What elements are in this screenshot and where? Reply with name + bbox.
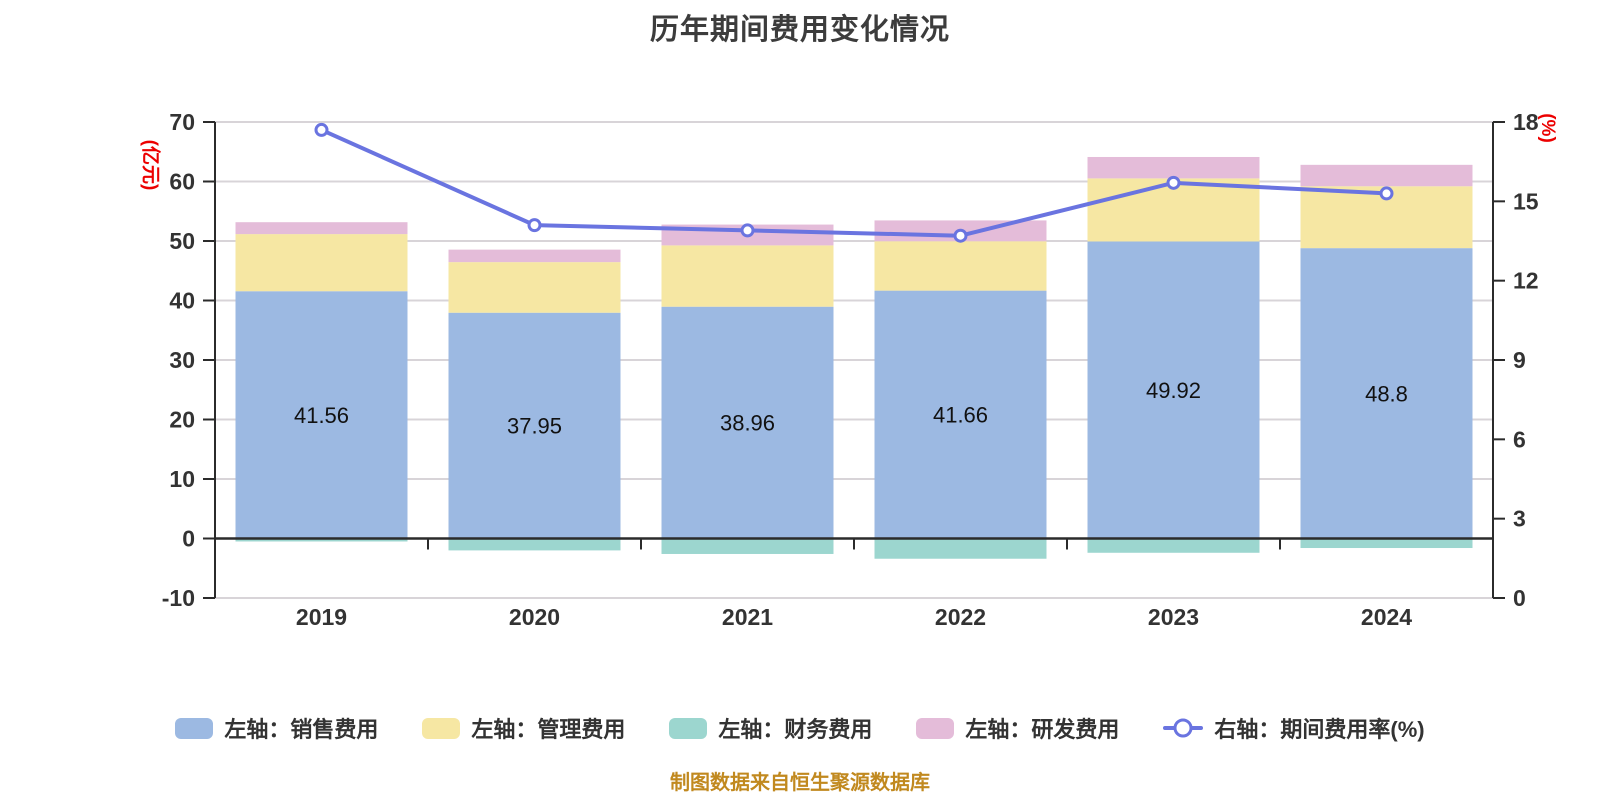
bar-segment-sales[interactable] <box>661 306 834 539</box>
bar-segment-finance[interactable] <box>448 538 621 551</box>
left-axis-tick-label: 10 <box>169 466 195 492</box>
chart-title: 历年期间费用变化情况 <box>649 14 950 46</box>
bar-segment-rd[interactable] <box>1087 156 1260 179</box>
right-axis-tick-label: 0 <box>1513 585 1526 611</box>
legend-label: 左轴：管理费用 <box>471 717 626 742</box>
right-axis-tick-label: 3 <box>1513 506 1526 532</box>
bar-segment-rd[interactable] <box>448 249 621 263</box>
bar-segment-admin[interactable] <box>661 245 834 307</box>
bar-segment-sales[interactable] <box>874 290 1047 539</box>
bar-segment-sales[interactable] <box>235 291 408 539</box>
legend-item-rd[interactable]: 左轴：研发费用 <box>916 712 1119 744</box>
rate-line-point[interactable] <box>1166 175 1181 190</box>
bar-segment-finance[interactable] <box>874 538 1047 559</box>
legend-item-sales[interactable]: 左轴：销售费用 <box>175 712 378 744</box>
legend-swatch-icon <box>422 717 461 739</box>
rate-line-point[interactable] <box>953 228 968 243</box>
bar-segment-admin[interactable] <box>448 262 621 313</box>
bar-value-label: 41.66 <box>933 403 988 428</box>
bar-value-label: 48.8 <box>1365 381 1408 406</box>
bar-segment-finance[interactable] <box>1300 538 1473 549</box>
legend-item-admin[interactable]: 左轴：管理费用 <box>422 712 625 744</box>
rate-line-point[interactable] <box>314 122 329 137</box>
x-axis-category-label: 2021 <box>722 604 773 630</box>
x-axis-category-label: 2020 <box>509 604 560 630</box>
left-axis-tick-label: 40 <box>169 288 195 314</box>
bar-value-label: 38.96 <box>720 411 775 436</box>
x-axis-category-label: 2023 <box>1148 604 1199 630</box>
left-axis-tick-label: 20 <box>169 407 195 433</box>
x-axis-category-label: 2024 <box>1361 604 1412 630</box>
bar-segment-admin[interactable] <box>874 241 1047 291</box>
legend-label: 右轴：期间费用率(%) <box>1214 717 1425 742</box>
rate-line-point[interactable] <box>527 218 542 233</box>
legend-label: 左轴：销售费用 <box>224 717 379 742</box>
data-source-note: 制图数据来自恒生聚源数据库 <box>670 772 930 794</box>
bar-value-label: 37.95 <box>507 414 562 439</box>
chart-legend: 左轴：销售费用 左轴：管理费用 左轴：财务费用 左轴：研发费用 右轴：期间费用率(%) <box>0 712 1600 744</box>
left-axis-tick-label: -10 <box>162 585 195 611</box>
bar-value-label: 49.92 <box>1146 378 1201 403</box>
bar-segment-rd[interactable] <box>1300 164 1473 187</box>
bar-value-label: 41.56 <box>294 403 349 428</box>
x-axis-category-label: 2022 <box>935 604 986 630</box>
legend-label: 左轴：研发费用 <box>965 717 1120 742</box>
legend-swatch-icon <box>669 717 708 739</box>
bar-segment-admin[interactable] <box>235 234 408 292</box>
left-axis-tick-label: 30 <box>169 347 195 373</box>
legend-item-rate[interactable]: 右轴：期间费用率(%) <box>1163 712 1425 744</box>
left-axis-tick-label: 70 <box>169 109 195 135</box>
bar-segment-sales[interactable] <box>1300 248 1473 539</box>
rate-line <box>319 127 1389 238</box>
bar-segment-rd[interactable] <box>235 222 408 235</box>
bar-segment-finance[interactable] <box>1087 538 1260 553</box>
left-axis-tick-label: 50 <box>169 228 195 254</box>
right-axis-tick-label: 15 <box>1513 188 1539 214</box>
x-axis-category-label: 2019 <box>296 604 347 630</box>
legend-line-marker-icon <box>1163 717 1204 739</box>
left-axis-tick-label: 60 <box>169 169 195 195</box>
right-axis-tick-label: 18 <box>1513 109 1539 135</box>
right-axis-tick-label: 12 <box>1513 268 1539 294</box>
rate-line-point[interactable] <box>1379 186 1394 201</box>
legend-swatch-icon <box>175 717 214 739</box>
legend-item-finance[interactable]: 左轴：财务费用 <box>669 712 872 744</box>
right-axis-tick-label: 6 <box>1513 426 1526 452</box>
left-axis-tick-label: 0 <box>182 526 195 552</box>
legend-swatch-icon <box>916 717 955 739</box>
bar-segment-sales[interactable] <box>1087 241 1260 539</box>
right-axis-tick-label: 9 <box>1513 347 1526 373</box>
bar-segment-finance[interactable] <box>235 538 408 542</box>
bar-segment-sales[interactable] <box>448 312 621 539</box>
bar-segment-finance[interactable] <box>661 538 834 554</box>
rate-line-point[interactable] <box>740 223 755 238</box>
legend-label: 左轴：财务费用 <box>718 717 873 742</box>
